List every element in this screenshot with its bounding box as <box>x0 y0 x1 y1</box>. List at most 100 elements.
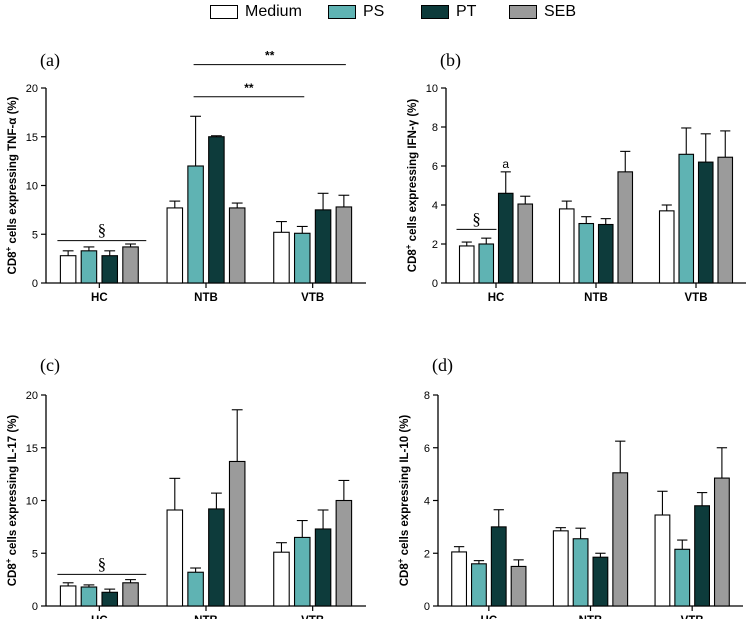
annotation-letter: a <box>502 157 509 171</box>
bar-vtb-ps <box>293 536 311 607</box>
bar-vtb-ps <box>674 548 691 607</box>
y-axis-label-sup: + <box>4 558 13 563</box>
bar-ntb-pt <box>208 508 225 607</box>
bar-hc-ps <box>80 250 98 284</box>
section-symbol: § <box>98 554 107 573</box>
y-tick-label: 4 <box>432 200 438 212</box>
panel-label: (a) <box>40 50 60 71</box>
x-tick-label: VTB <box>681 615 704 619</box>
bar-hc-seb <box>510 565 527 607</box>
bar-ntb-seb <box>612 472 629 607</box>
bar-ntb-pt <box>592 556 609 607</box>
x-tick-label: NTB <box>579 615 603 619</box>
y-axis-label-prefix: CD8 <box>7 563 19 587</box>
y-axis-label-prefix: CD8 <box>407 249 419 273</box>
bar-hc-pt <box>497 192 514 284</box>
panel-label: (c) <box>40 355 60 376</box>
bar-hc-pt <box>101 255 119 284</box>
legend-item-ps: PS <box>328 3 385 20</box>
y-tick-label: 0 <box>32 278 38 290</box>
y-tick-label: 20 <box>26 390 38 402</box>
y-axis-label-sup: + <box>4 246 13 251</box>
bar-hc-seb <box>517 203 534 284</box>
legend-item-pt: PT <box>421 3 477 20</box>
y-axis-label: CD8+ cells expressing IL-10 (%) <box>396 415 411 587</box>
x-tick-label: NTB <box>194 615 218 619</box>
bar-hc-seb <box>122 246 139 284</box>
y-tick-label: 15 <box>26 132 38 144</box>
chart-panel-b: (b) 0 2 4 6 8 10 CD8+ cells expressing IFN-γ (%… <box>404 50 746 304</box>
legend-item-medium: Medium <box>210 3 302 20</box>
panel-label: (d) <box>432 355 453 376</box>
y-tick-label: 5 <box>32 548 38 560</box>
bar-ntb-medium <box>166 207 184 284</box>
y-axis-label: CD8+ cells expressing IFN-γ (%) <box>404 99 419 273</box>
panel-label: (b) <box>440 50 461 71</box>
bar-ntb-ps <box>578 222 595 284</box>
y-axis-label-prefix: CD8 <box>399 563 411 587</box>
bar-hc-ps <box>471 563 487 607</box>
legend-label-pt: PT <box>456 3 477 20</box>
bar-vtb-pt <box>314 209 332 284</box>
y-axis-label: CD8+ cells expressing IL-17 (%) <box>4 415 19 587</box>
bar-ntb-pt <box>208 136 225 284</box>
bar-hc-seb <box>122 582 139 607</box>
bar-vtb-ps <box>293 232 311 284</box>
legend-item-seb: SEB <box>509 3 576 20</box>
legend-swatch-medium <box>210 5 238 19</box>
y-axis-label-sup: + <box>404 244 413 249</box>
y-tick-label: 15 <box>26 443 38 455</box>
legend-label-ps: PS <box>363 3 385 20</box>
bar-vtb-medium <box>658 210 675 284</box>
bar-hc-medium <box>59 255 77 284</box>
bar-vtb-seb <box>717 156 734 284</box>
bar-ntb-ps <box>187 165 204 284</box>
bar-ntb-pt <box>597 223 614 284</box>
y-tick-label: 0 <box>32 601 38 613</box>
legend-swatch-pt <box>421 5 449 19</box>
bar-vtb-pt <box>694 505 711 607</box>
bar-ntb-seb <box>228 460 246 607</box>
y-tick-label: 20 <box>26 83 38 95</box>
bar-vtb-pt <box>697 161 714 284</box>
chart-panel-a: (a) 0 5 10 15 20 CD8+ cells expressing TNF-α (… <box>4 49 366 304</box>
bar-hc-medium <box>59 585 77 607</box>
bar-vtb-medium <box>654 514 671 607</box>
section-symbol: § <box>98 221 107 240</box>
y-tick-label: 5 <box>32 229 38 241</box>
bar-vtb-seb <box>713 477 730 607</box>
x-tick-label: NTB <box>584 292 608 304</box>
legend-swatch-ps <box>328 5 356 19</box>
x-tick-label: HC <box>488 292 505 304</box>
bar-ntb-seb <box>228 207 246 284</box>
x-tick-label: VTB <box>301 615 324 619</box>
y-axis-label: CD8+ cells expressing TNF-α (%) <box>4 96 19 274</box>
y-tick-label: 10 <box>426 83 438 95</box>
x-tick-label: HC <box>91 615 108 619</box>
chart-panel-c: (c) 0 5 10 15 20 CD8+ cells expressing IL-17 (… <box>4 355 366 619</box>
y-axis-label-suffix: cells expressing TNF-α (%) <box>7 96 19 246</box>
legend-label-medium: Medium <box>245 3 302 20</box>
y-tick-label: 10 <box>26 496 38 508</box>
x-tick-label: VTB <box>685 292 708 304</box>
legend-swatch-seb <box>509 5 537 19</box>
bar-vtb-medium <box>273 231 290 284</box>
y-tick-label: 0 <box>432 278 438 290</box>
y-axis-label-prefix: CD8 <box>7 251 19 275</box>
y-tick-label: 6 <box>432 161 438 173</box>
y-axis-label-suffix: cells expressing IL-17 (%) <box>7 415 19 559</box>
y-tick-label: 6 <box>424 443 430 455</box>
bar-ntb-medium <box>552 530 569 607</box>
y-axis-label-suffix: cells expressing IFN-γ (%) <box>407 99 419 245</box>
chart-panel-d: (d) 0 2 4 6 8 CD8+ cells expressing IL-10 (%) H… <box>396 355 743 619</box>
y-tick-label: 0 <box>424 601 430 613</box>
y-axis-label-suffix: cells expressing IL-10 (%) <box>399 415 411 559</box>
bar-hc-pt <box>490 526 507 607</box>
bar-ntb-ps <box>572 538 589 607</box>
bar-vtb-seb <box>335 499 353 607</box>
bar-ntb-ps <box>187 571 204 607</box>
section-symbol: § <box>472 209 481 228</box>
bar-hc-ps <box>80 586 98 607</box>
y-tick-label: 4 <box>424 496 430 508</box>
significance-stars: ** <box>244 81 254 95</box>
